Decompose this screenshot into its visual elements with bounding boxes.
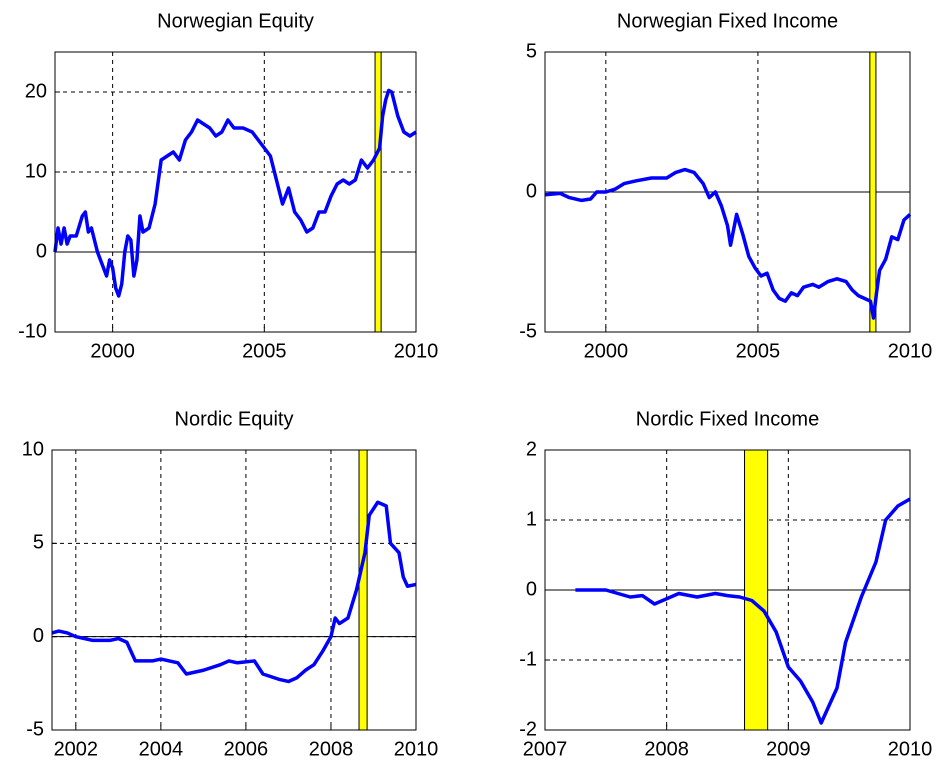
y-tick-label: -5 xyxy=(519,320,537,342)
x-tick-label: 2010 xyxy=(394,738,439,760)
x-tick-label: 2002 xyxy=(54,738,99,760)
y-tick-label: -5 xyxy=(26,718,44,740)
shaded-band xyxy=(869,51,877,333)
y-tick-label: -1 xyxy=(519,648,537,670)
y-tick-label: 1 xyxy=(526,508,537,530)
x-tick-label: 2010 xyxy=(394,340,439,362)
x-tick-label: 2010 xyxy=(888,738,933,760)
y-tick-label: 0 xyxy=(33,625,44,647)
y-tick-label: 20 xyxy=(25,80,47,102)
x-tick-label: 2006 xyxy=(224,738,269,760)
panel-title: Norwegian Equity xyxy=(157,10,314,32)
axes-frame xyxy=(544,449,911,731)
x-tick-label: 2004 xyxy=(139,738,184,760)
data-line xyxy=(575,497,911,725)
x-tick-label: 2009 xyxy=(766,738,811,760)
x-tick-label: 2000 xyxy=(584,340,629,362)
shaded-band xyxy=(744,449,769,731)
data-line xyxy=(53,88,417,298)
x-tick-label: 2000 xyxy=(90,340,135,362)
panel-title: Norwegian Fixed Income xyxy=(617,10,838,32)
x-tick-label: 2005 xyxy=(242,340,287,362)
y-tick-label: 0 xyxy=(36,240,47,262)
axes-background xyxy=(55,52,416,332)
x-tick-label: 2008 xyxy=(309,738,354,760)
axes-frame xyxy=(54,51,417,333)
y-tick-label: -10 xyxy=(18,320,47,342)
y-tick-label: 5 xyxy=(526,40,537,62)
shaded-band xyxy=(358,449,368,731)
x-tick-label: 2008 xyxy=(644,738,689,760)
y-tick-label: 0 xyxy=(526,578,537,600)
axes-frame xyxy=(544,51,911,333)
x-tick-label: 2010 xyxy=(888,340,933,362)
y-tick-label: 0 xyxy=(526,180,537,202)
panel-title: Nordic Equity xyxy=(175,408,294,430)
x-tick-label: 2005 xyxy=(736,340,781,362)
y-tick-label: 10 xyxy=(22,438,44,460)
y-tick-label: 5 xyxy=(33,532,44,554)
x-tick-label: 2007 xyxy=(523,738,568,760)
axes-frame xyxy=(51,449,417,731)
shaded-band xyxy=(374,51,382,333)
y-tick-label: 2 xyxy=(526,438,537,460)
y-tick-label: 10 xyxy=(25,160,47,182)
data-line xyxy=(51,500,417,684)
y-tick-label: -2 xyxy=(519,718,537,740)
data-line xyxy=(544,167,912,320)
panel-title: Nordic Fixed Income xyxy=(636,408,819,430)
